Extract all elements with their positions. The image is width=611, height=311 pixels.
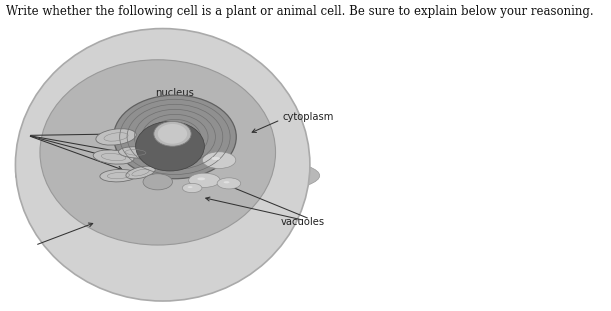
Ellipse shape [224, 181, 230, 183]
Ellipse shape [136, 121, 204, 171]
Ellipse shape [197, 177, 205, 180]
Text: cell membrane: cell membrane [0, 310, 1, 311]
Ellipse shape [217, 178, 241, 189]
Ellipse shape [126, 166, 155, 179]
Ellipse shape [40, 60, 276, 245]
Ellipse shape [100, 169, 137, 182]
Ellipse shape [15, 29, 310, 301]
Ellipse shape [211, 157, 220, 160]
Ellipse shape [182, 183, 202, 193]
Ellipse shape [182, 106, 241, 131]
Ellipse shape [15, 151, 320, 200]
Ellipse shape [143, 174, 172, 190]
Ellipse shape [189, 173, 220, 188]
Text: Write whether the following cell is a plant or animal cell. Be sure to explain b: Write whether the following cell is a pl… [5, 5, 593, 18]
Ellipse shape [202, 152, 236, 169]
Ellipse shape [96, 129, 136, 145]
Ellipse shape [93, 150, 134, 164]
Ellipse shape [154, 121, 191, 146]
Ellipse shape [188, 186, 192, 188]
Text: vacuoles: vacuoles [280, 217, 324, 227]
Ellipse shape [158, 124, 187, 144]
Text: mitochondria: mitochondria [0, 310, 1, 311]
Text: cytoplasm: cytoplasm [283, 112, 334, 122]
Ellipse shape [119, 147, 153, 158]
Text: nucleus: nucleus [155, 88, 194, 98]
Ellipse shape [114, 95, 236, 179]
